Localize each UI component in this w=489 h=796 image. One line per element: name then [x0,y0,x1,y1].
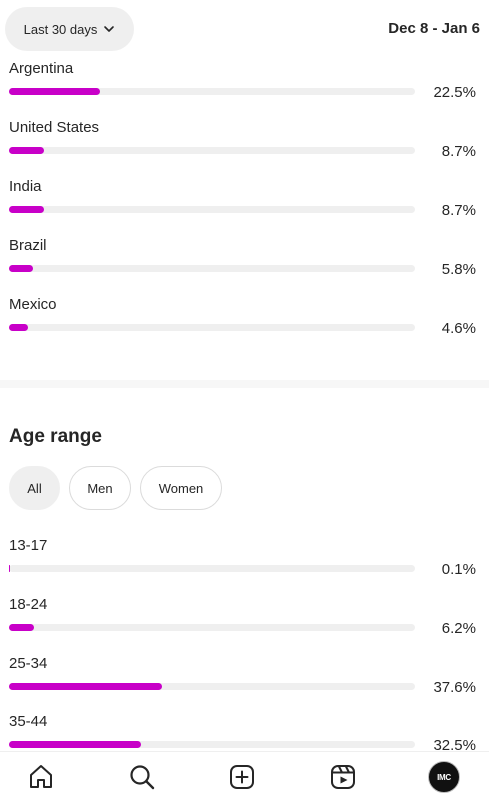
date-range-label: Dec 8 - Jan 6 [388,20,480,37]
section-divider [0,380,489,388]
gender-filter-chips: All Men Women [9,466,222,510]
age-row-13-17: 13-17 0.1% [0,537,489,596]
age-bar-track [9,624,415,631]
create-icon[interactable] [227,762,257,792]
country-percentage: 22.5% [433,84,476,101]
country-label: India [9,178,42,195]
country-bar-track [9,324,415,331]
age-percentage: 6.2% [442,620,476,637]
age-label: 35-44 [9,713,47,730]
filter-all-chip[interactable]: All [9,466,60,510]
country-bar-fill [9,265,33,272]
bottom-navbar: IMC [0,751,489,796]
period-label: Last 30 days [24,22,98,37]
age-label: 18-24 [9,596,47,613]
country-percentage: 4.6% [442,320,476,337]
chevron-down-icon [103,23,115,35]
country-label: United States [9,119,99,136]
reels-icon[interactable] [328,762,358,792]
country-bar-fill [9,206,44,213]
filter-women-chip[interactable]: Women [140,466,222,510]
age-bar-fill [9,741,141,748]
age-bar-track [9,683,415,690]
country-row-india: India 8.7% [0,178,489,237]
age-bar-track [9,741,415,748]
country-bar-track [9,265,415,272]
country-bar-fill [9,147,44,154]
home-icon[interactable] [26,762,56,792]
avatar-text: IMC [437,773,451,782]
country-row-mexico: Mexico 4.6% [0,296,489,355]
country-label: Argentina [9,60,73,77]
country-bar-track [9,147,415,154]
age-row-18-24: 18-24 6.2% [0,596,489,655]
age-bar-fill [9,624,34,631]
age-range-title: Age range [9,426,102,448]
country-percentage: 5.8% [442,261,476,278]
age-row-25-34: 25-34 37.6% [0,655,489,714]
filter-men-chip[interactable]: Men [69,466,131,510]
age-label: 25-34 [9,655,47,672]
age-bar-fill [9,683,162,690]
country-bar-fill [9,324,28,331]
country-row-brazil: Brazil 5.8% [0,237,489,296]
avatar: IMC [428,761,460,793]
country-percentage: 8.7% [442,202,476,219]
country-label: Mexico [9,296,57,313]
age-percentage: 0.1% [442,561,476,578]
country-label: Brazil [9,237,47,254]
country-bar-track [9,88,415,95]
age-percentage: 37.6% [433,679,476,696]
age-label: 13-17 [9,537,47,554]
country-row-argentina: Argentina 22.5% [0,60,489,119]
insights-header: Last 30 days Dec 8 - Jan 6 [0,0,489,60]
country-bar-track [9,206,415,213]
age-bar-track [9,565,415,572]
country-bar-fill [9,88,100,95]
country-percentage: 8.7% [442,143,476,160]
period-selector-button[interactable]: Last 30 days [5,7,134,51]
profile-avatar[interactable]: IMC [428,761,460,793]
search-icon[interactable] [127,762,157,792]
country-row-united-states: United States 8.7% [0,119,489,178]
